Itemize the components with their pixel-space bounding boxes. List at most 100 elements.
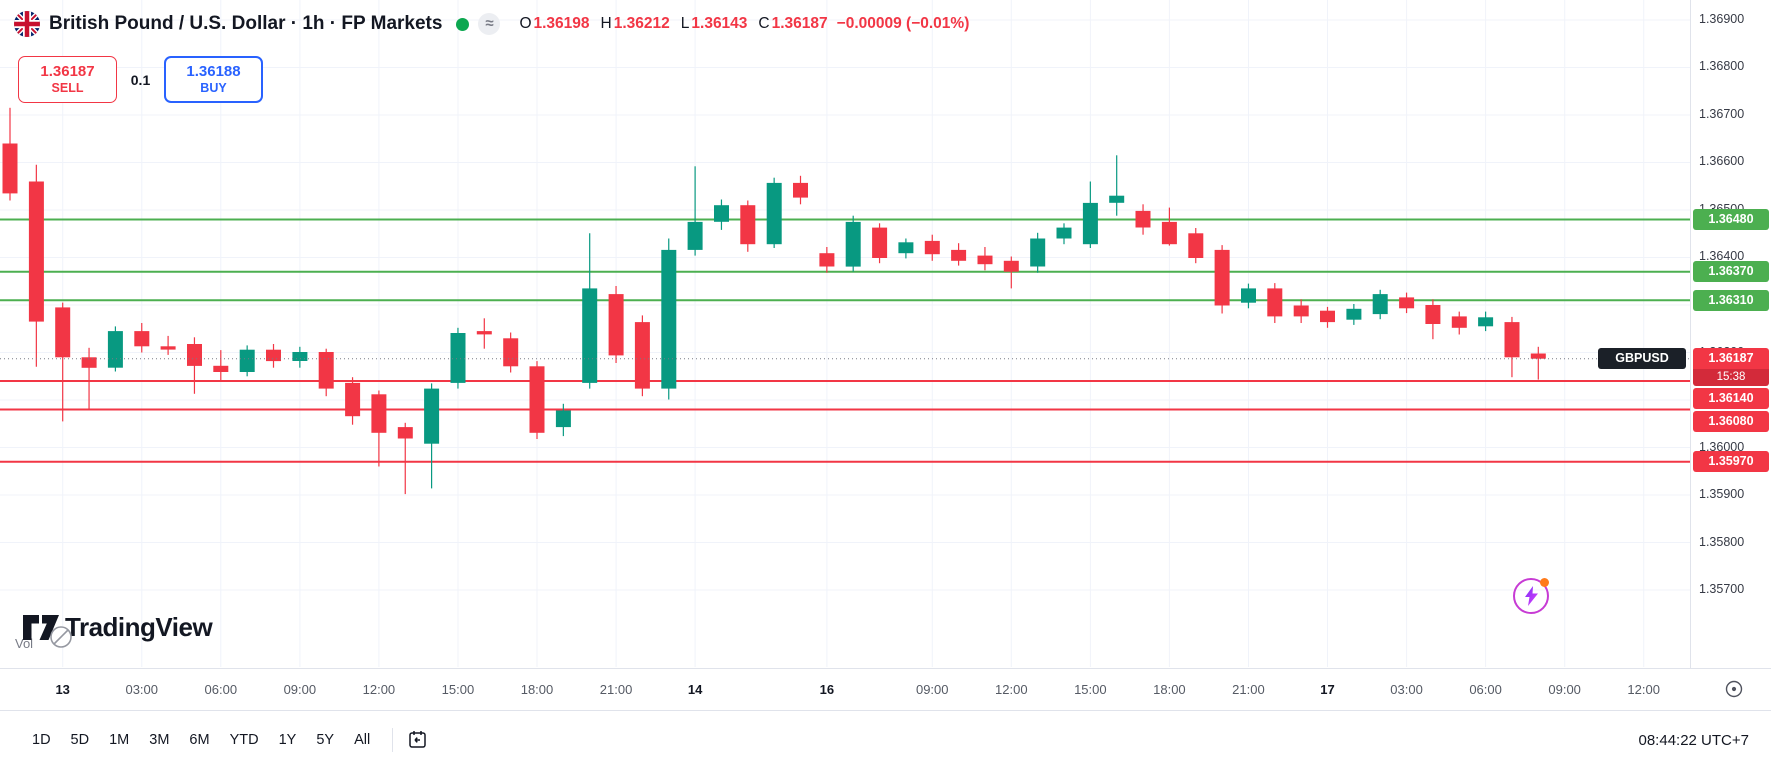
candle — [1346, 304, 1362, 325]
level-price-label: 1.36310 — [1693, 289, 1769, 311]
range-button-6m[interactable]: 6M — [189, 732, 210, 748]
high-value: 1.36212 — [613, 15, 670, 32]
range-button-1y[interactable]: 1Y — [278, 732, 297, 748]
buy-label: BUY — [200, 81, 227, 95]
time-axis[interactable]: 13 03:00 06:00 09:00 12:00 15:00 18:00 21:00 14 1… — [0, 668, 1771, 710]
symbol-title[interactable]: British Pound / U.S. Dollar · 1h · FP Ma… — [49, 13, 443, 34]
quantity-field[interactable]: 0.1 — [130, 71, 151, 88]
tradingview-logo[interactable]: TradingView — [22, 612, 213, 643]
hide-indicator-icon[interactable] — [48, 624, 74, 650]
candle — [2, 107, 18, 201]
go-to-date-icon[interactable] — [405, 728, 429, 752]
candle — [318, 348, 334, 397]
candle — [424, 383, 440, 489]
candle — [714, 199, 729, 230]
time-tick: 03:00 — [125, 682, 159, 697]
market-open-dot-icon[interactable] — [456, 17, 470, 31]
candle — [1399, 292, 1415, 314]
candle — [1530, 346, 1546, 380]
price-axis[interactable]: 1.369001.368001.367001.366001.365001.364… — [1690, 0, 1771, 668]
time-tick: 18:00 — [520, 682, 554, 697]
sell-label: SELL — [51, 81, 84, 95]
candle — [1056, 223, 1072, 245]
range-button-all[interactable]: All — [354, 732, 371, 748]
time-tick: 21:00 — [1232, 682, 1265, 697]
candle — [397, 422, 413, 495]
range-button-1d[interactable]: 1D — [32, 732, 51, 748]
time-tick: 13 — [55, 682, 70, 697]
candle — [1504, 316, 1520, 378]
range-button-5d[interactable]: 5D — [70, 732, 90, 748]
candle — [608, 286, 624, 363]
close-label: C — [758, 15, 770, 32]
toolbar-divider — [392, 728, 394, 752]
candle — [1003, 256, 1019, 289]
time-tick: 18:00 — [1153, 682, 1186, 697]
time-tick: 15:00 — [1074, 682, 1107, 697]
symbol-price-tag: GBPUSD — [1598, 348, 1686, 370]
candle — [450, 327, 466, 389]
trade-panel: 1.36187 SELL 0.1 1.36188 BUY — [18, 56, 263, 103]
candle — [661, 238, 677, 400]
flash-notification-dot — [1540, 578, 1549, 587]
flash-boost-icon[interactable] — [1513, 578, 1549, 614]
candlestick-plot[interactable] — [0, 0, 1690, 667]
range-button-ytd[interactable]: YTD — [229, 732, 259, 748]
open-label: O — [519, 15, 532, 32]
price-tick: 1.36000 — [1699, 439, 1745, 454]
candle — [555, 403, 571, 437]
candle — [872, 223, 888, 264]
candle — [819, 247, 835, 273]
level-price-label: 1.36080 — [1693, 411, 1769, 433]
candle — [292, 346, 308, 368]
candle — [845, 215, 861, 272]
range-button-1m[interactable]: 1M — [109, 732, 130, 748]
time-tick: 06:00 — [204, 682, 238, 697]
candle — [977, 247, 993, 271]
candle — [1320, 306, 1335, 328]
range-buttons: 1D 5D 1M 3M 6M YTD 1Y 5Y All — [22, 726, 380, 754]
candle — [1214, 245, 1230, 314]
candle — [213, 350, 229, 381]
candle — [266, 344, 281, 368]
candle — [1030, 232, 1046, 273]
high-label: H — [600, 15, 612, 32]
time-tick: 09:00 — [915, 682, 949, 697]
low-value: 1.36143 — [691, 15, 748, 32]
time-tick: 12:00 — [362, 682, 396, 697]
tradingview-logo-mark — [23, 615, 59, 640]
buy-button[interactable]: 1.36188 BUY — [164, 56, 263, 103]
candle — [1188, 228, 1204, 264]
low-label: L — [680, 15, 690, 32]
price-tick: 1.35800 — [1699, 534, 1745, 549]
go-to-realtime-icon[interactable] — [1723, 678, 1745, 700]
candle — [134, 323, 150, 353]
candle — [740, 200, 756, 252]
price-tick: 1.36700 — [1699, 106, 1745, 121]
candle — [1109, 155, 1125, 216]
candle — [476, 318, 492, 349]
sell-button[interactable]: 1.36187 SELL — [18, 56, 117, 103]
candle — [371, 390, 387, 467]
candle — [793, 175, 808, 205]
price-tick: 1.35900 — [1699, 487, 1745, 502]
change-value: −0.00009 (−0.01%) — [836, 15, 970, 32]
range-button-3m[interactable]: 3M — [149, 732, 170, 748]
timezone-clock[interactable]: 08:44:22 UTC+7 — [1638, 731, 1750, 749]
ohlc-readout: O 1.36198 H 1.36212 L 1.36143 C 1.36187 … — [508, 15, 969, 33]
candle — [503, 332, 519, 373]
price-tick: 1.35700 — [1699, 582, 1745, 597]
time-tick: 17 — [1320, 682, 1335, 697]
tradingview-wordmark: TradingView — [65, 612, 213, 642]
candle — [160, 335, 176, 355]
bottom-toolbar: 1D 5D 1M 3M 6M YTD 1Y 5Y All 08:44:22 UTC+7 — [0, 710, 1771, 769]
price-tick: 1.36900 — [1699, 11, 1745, 26]
delayed-data-icon[interactable]: ≈ — [478, 13, 501, 35]
time-tick: 16 — [819, 682, 835, 697]
candle — [239, 345, 255, 377]
time-tick: 06:00 — [1469, 682, 1502, 697]
candle — [1478, 311, 1494, 332]
range-button-5y[interactable]: 5Y — [316, 732, 335, 748]
time-tick: 15:00 — [441, 682, 475, 697]
